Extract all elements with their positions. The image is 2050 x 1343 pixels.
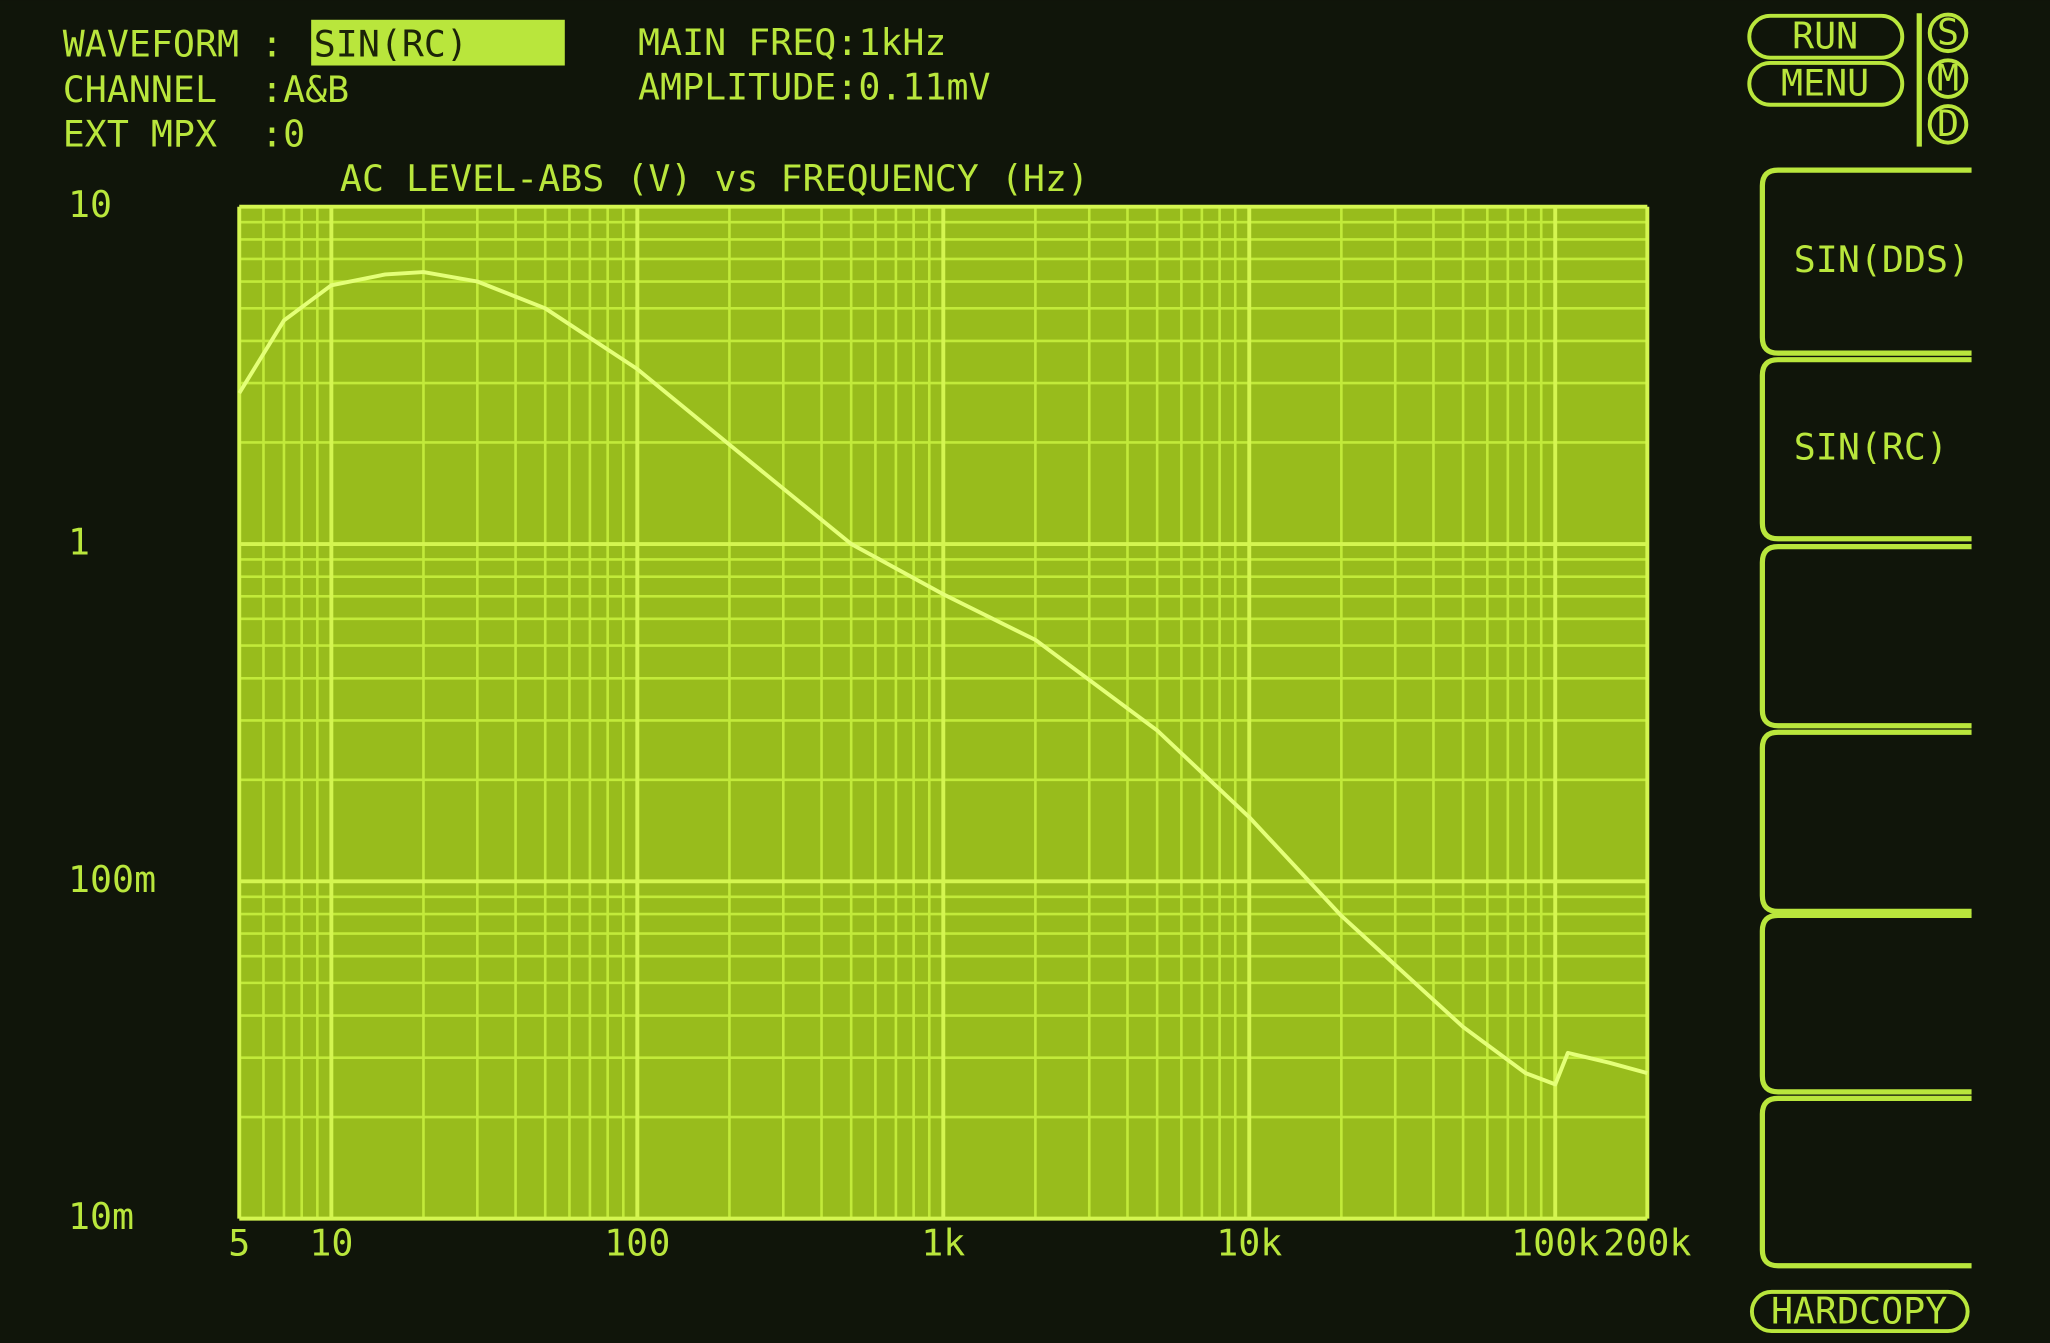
y-tick-label: 1 [68,521,90,564]
waveform-label: WAVEFORM : [63,22,283,65]
chart-title: AC LEVEL-ABS (V) vs FREQUENCY (Hz) [340,157,1089,200]
y-tick-label: 100m [68,858,156,901]
softkey-frame[interactable] [1759,167,1972,356]
run-label: RUN [1792,15,1858,58]
main-freq: MAIN FREQ:1kHz [638,21,946,64]
channel: CHANNEL :A&B [63,68,349,111]
x-tick-label: 10k [1216,1221,1282,1264]
hardcopy-label: HARDCOPY [1771,1289,1947,1332]
mode-label: D [1937,102,1959,145]
menu-button[interactable] [1747,60,1905,107]
softkey-frame[interactable] [1759,912,1972,1095]
y-tick-label: 10 [68,183,112,226]
menu-label: MENU [1781,62,1869,105]
mode-circle [1927,104,1969,145]
softkey-label: SIN(RC) [1794,426,1948,469]
amplitude: AMPLITUDE:0.11mV [638,66,991,109]
softkeys: SIN(DDS) SIN(RC) [1759,167,1972,1269]
mode-circle [1927,12,1969,54]
hardcopy-button[interactable] [1749,1289,1970,1334]
response-curve [237,270,1648,1087]
x-tick-label: 100 [604,1221,670,1264]
mode-circle [1927,58,1969,99]
ext-mpx: EXT MPX :0 [63,113,305,156]
softkey-frame[interactable] [1759,1095,1972,1269]
softkey-frame[interactable] [1759,729,1972,915]
x-tick-label: 1k [921,1221,965,1264]
x-tick-label: 10 [309,1221,353,1264]
mode-label: S [1937,11,1959,54]
y-tick-label: 10m [68,1195,134,1238]
x-tick-label: 200k [1603,1221,1691,1264]
plot: 5 10 100 1k 10k 100k 200k 10m 100m 1 10 [68,183,1691,1264]
softkey-label: SIN(DDS) [1794,238,1970,281]
softkey-frame[interactable] [1759,357,1972,542]
mode-label: M [1937,56,1959,99]
run-button[interactable] [1747,13,1905,60]
waveform-highlight [311,19,565,66]
softkey-frame[interactable] [1759,544,1972,729]
x-tick-label: 5 [228,1221,250,1264]
mode-indicators: SMD [1927,11,1969,145]
x-tick-label: 100k [1511,1221,1599,1264]
waveform-value[interactable]: SIN(RC) [314,22,468,65]
